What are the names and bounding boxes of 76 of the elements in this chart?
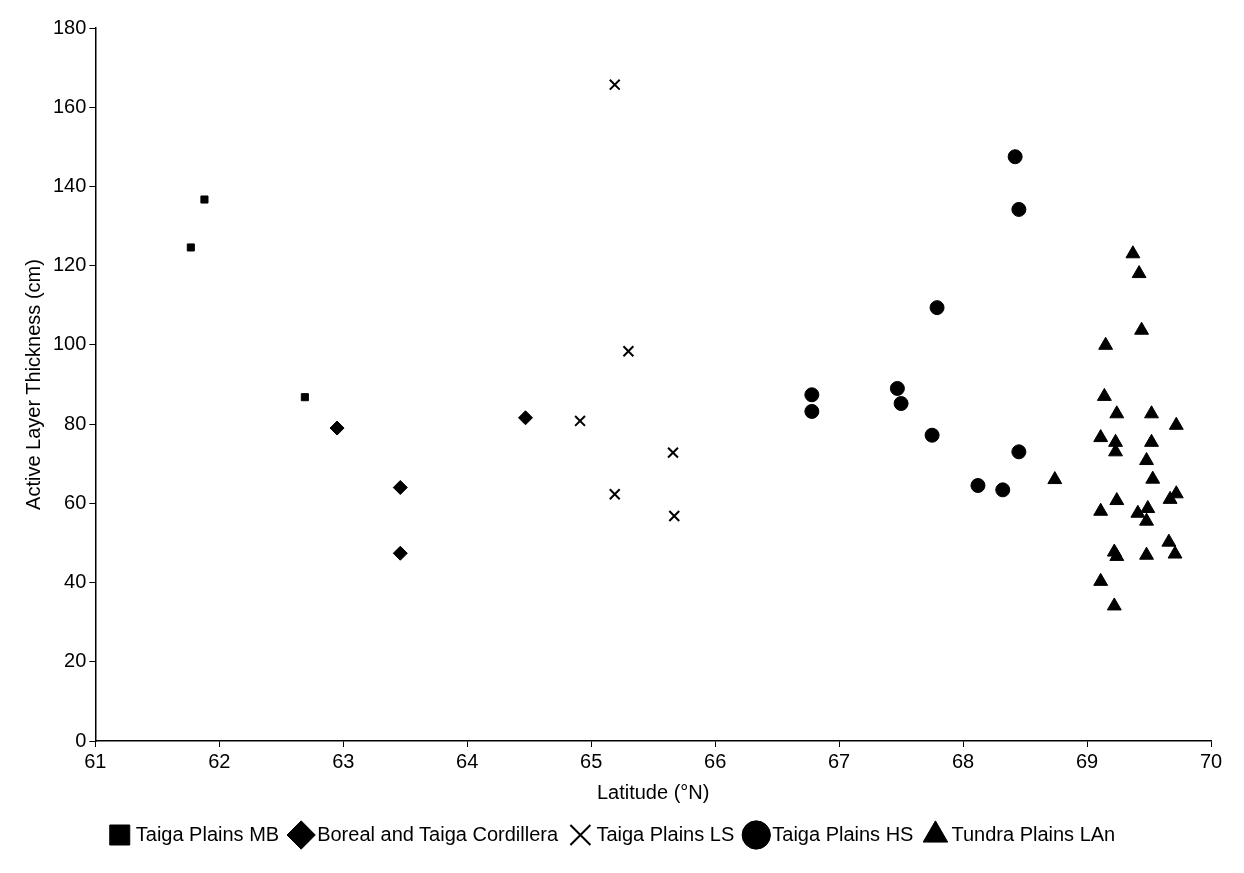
point [392,479,408,495]
point [622,345,635,358]
legend-label: Taiga Plains LS [596,822,735,845]
point [1093,502,1109,516]
point [392,545,408,561]
point [1139,546,1154,560]
point [1098,336,1114,350]
point [889,380,905,396]
x-tick-label: 69 [1075,749,1099,772]
point [804,403,820,419]
legend-label: Tundra Plains LAn [951,822,1116,845]
point [186,243,195,252]
x-tick-label: 67 [828,749,851,772]
point [1134,321,1150,335]
point [1144,405,1159,419]
legend-label: Taiga Plains MB [135,822,280,845]
y-tick-label: 140 [52,173,87,196]
point [1144,433,1159,447]
x-tick-label: 63 [332,749,355,772]
point [300,393,309,402]
point [1096,387,1112,401]
x-tick-label: 65 [580,749,603,772]
point [608,488,621,501]
x-tick-label: 61 [84,749,107,772]
point [668,510,681,522]
x-tick-label: 64 [456,749,479,772]
y-tick-label: 180 [52,15,87,38]
x-tick-label: 68 [951,749,975,772]
point [1125,245,1141,259]
point [1106,597,1122,611]
point [1007,149,1023,165]
point [329,420,345,436]
y-tick-label: 20 [64,649,87,672]
y-tick-label: 0 [75,728,87,751]
point [1093,429,1109,443]
point [1140,499,1156,513]
y-axis-title: Active Layer Thickness (cm) [21,259,44,510]
point [924,427,940,443]
y-tick-label: 100 [52,332,87,355]
point [1011,201,1027,217]
point [1109,547,1125,561]
y-tick-label: 120 [52,253,87,276]
x-tick-label: 70 [1199,749,1223,772]
point [1167,545,1183,559]
point [1093,572,1109,586]
point [1047,471,1063,485]
point [1109,405,1125,419]
legend-label: Boreal and Taiga Cordillera [317,822,559,845]
point [518,410,534,426]
point [1168,416,1184,430]
point [804,387,820,403]
point [1108,433,1123,447]
point [1011,444,1027,460]
point [1145,470,1161,484]
point [1130,504,1146,518]
point [574,414,586,427]
x-axis-title: Latitude (°N) [596,780,710,803]
point [1109,492,1125,506]
x-tick-label: 66 [704,749,727,772]
y-tick-label: 80 [64,411,87,434]
legend-label: Taiga Plains HS [772,822,914,845]
y-tick-label: 160 [52,94,87,117]
x-tick-label: 62 [208,749,231,772]
point [929,300,945,316]
point [608,78,621,91]
point [667,446,679,459]
point [893,396,909,412]
point [995,482,1011,498]
y-tick-label: 40 [64,570,87,593]
point [200,195,209,204]
y-tick-label: 60 [64,490,87,513]
point [1139,452,1154,466]
point [1161,533,1177,547]
point [1131,265,1147,279]
point [970,478,986,494]
point [1139,512,1154,526]
